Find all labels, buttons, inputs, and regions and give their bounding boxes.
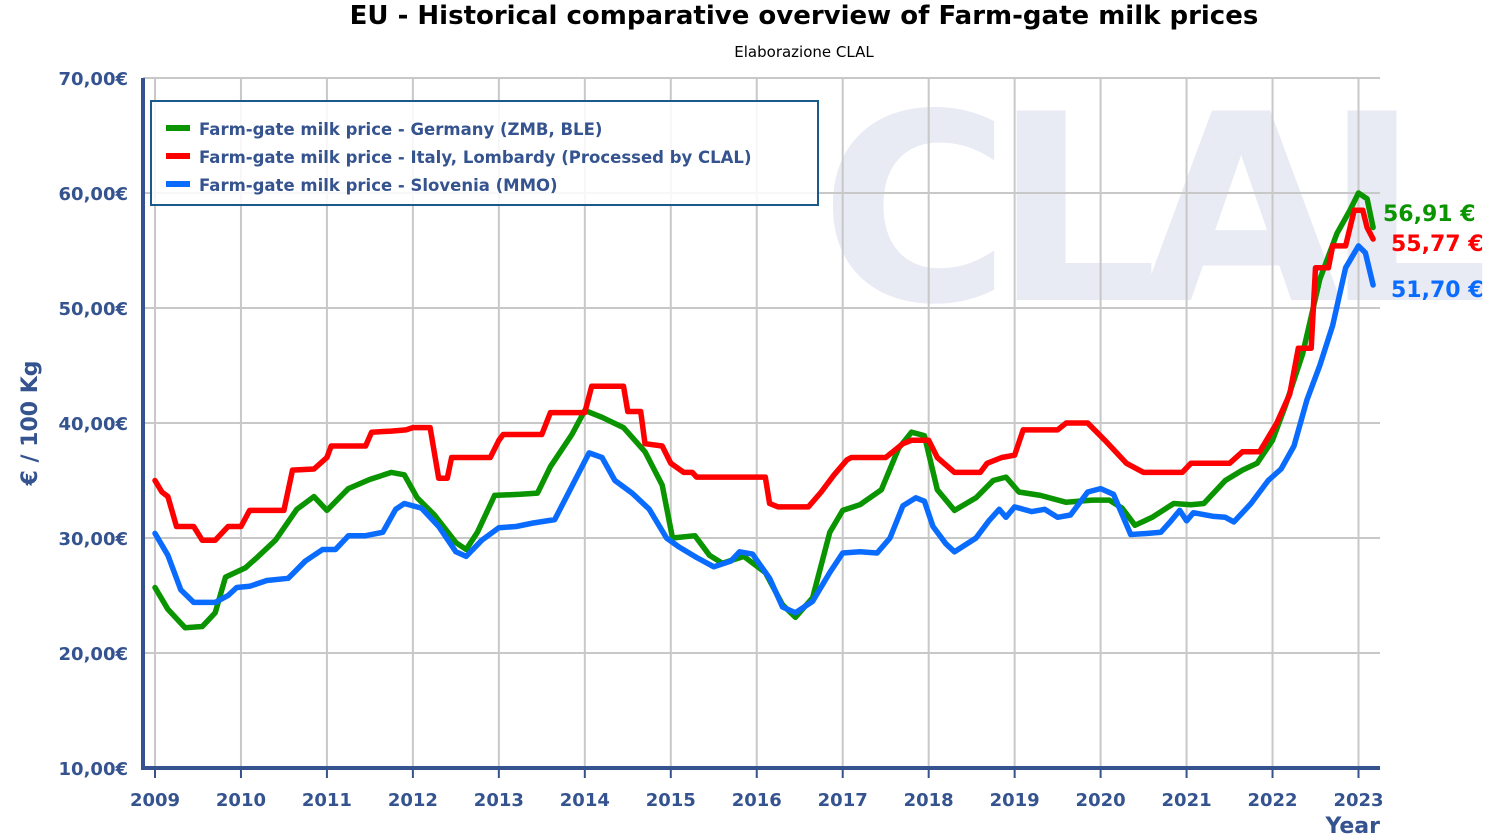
y-axis-label: € / 100 Kg xyxy=(18,360,43,486)
x-tick-label: 2013 xyxy=(474,790,524,811)
legend-item-slovenia[interactable]: Farm-gate milk price - Slovenia (MMO) xyxy=(166,176,558,195)
series-lines xyxy=(152,190,1376,631)
legend-swatch-slovenia xyxy=(166,181,190,187)
series-line-italy xyxy=(152,207,1376,544)
x-tick-label: 2015 xyxy=(646,790,696,811)
y-tick-label: 70,00€ xyxy=(59,69,128,90)
end-label-italy: 55,77 € xyxy=(1391,232,1484,257)
legend-item-italy[interactable]: Farm-gate milk price - Italy, Lombardy (… xyxy=(166,148,751,167)
y-tick-label: 60,00€ xyxy=(59,184,128,205)
y-tick-label: 40,00€ xyxy=(59,414,128,435)
chart-title: EU - Historical comparative overview of … xyxy=(350,1,1259,31)
x-tick-label: 2011 xyxy=(302,790,352,811)
y-tick-label: 20,00€ xyxy=(59,644,128,665)
legend-label-italy: Farm-gate milk price - Italy, Lombardy (… xyxy=(199,148,751,167)
x-tick-label: 2019 xyxy=(990,790,1040,811)
x-tick-label: 2018 xyxy=(904,790,954,811)
legend-swatch-germany xyxy=(166,125,190,131)
x-axis-label: Year xyxy=(1324,814,1380,839)
legend-label-slovenia: Farm-gate milk price - Slovenia (MMO) xyxy=(199,176,558,195)
legend: Farm-gate milk price - Germany (ZMB, BLE… xyxy=(150,100,819,206)
legend-box xyxy=(150,100,819,206)
x-tick-label: 2020 xyxy=(1076,790,1126,811)
x-tick-label: 2017 xyxy=(818,790,868,811)
x-axis-ticks: 2009 2010 2011 2012 2013 2014 2015 2016 2017 2018… xyxy=(130,768,1384,811)
x-tick-label: 2016 xyxy=(732,790,782,811)
axes xyxy=(141,78,1380,770)
y-tick-label: 50,00€ xyxy=(59,299,128,320)
series-line-slovenia xyxy=(152,243,1376,616)
x-tick-label: 2022 xyxy=(1247,790,1297,811)
x-tick-label: 2012 xyxy=(388,790,438,811)
legend-swatch-italy xyxy=(166,153,190,159)
x-tick-label: 2010 xyxy=(216,790,266,811)
y-tick-label: 30,00€ xyxy=(59,529,128,550)
x-tick-label: 2021 xyxy=(1162,790,1212,811)
x-tick-label: 2009 xyxy=(130,790,180,811)
end-label-germany: 56,91 € xyxy=(1383,202,1476,227)
x-tick-label: 2014 xyxy=(560,790,610,811)
x-tick-label: 2023 xyxy=(1333,790,1383,811)
watermark-logo: CLAL xyxy=(820,60,1486,362)
chart-subtitle: Elaborazione CLAL xyxy=(734,43,874,61)
legend-label-germany: Farm-gate milk price - Germany (ZMB, BLE… xyxy=(199,120,602,139)
y-tick-label: 10,00€ xyxy=(59,759,128,780)
y-axis-ticks: 10,00€ 20,00€ 30,00€ 40,00€ 50,00€ 60,00€ 70,0… xyxy=(59,69,128,780)
legend-item-germany[interactable]: Farm-gate milk price - Germany (ZMB, BLE… xyxy=(166,120,602,139)
end-label-slovenia: 51,70 € xyxy=(1391,278,1484,303)
